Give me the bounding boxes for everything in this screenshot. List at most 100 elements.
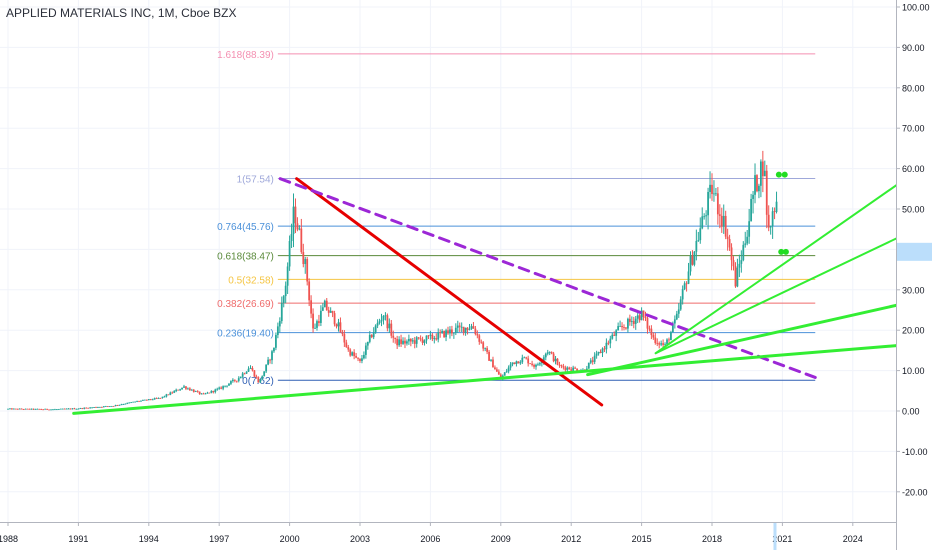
candle-body bbox=[443, 330, 445, 338]
candle-body bbox=[482, 342, 485, 349]
candle-body bbox=[104, 406, 107, 407]
candle-body bbox=[226, 385, 228, 387]
candle-body bbox=[480, 341, 483, 343]
candle-body bbox=[666, 339, 668, 345]
candle-body bbox=[546, 352, 549, 354]
candle-body bbox=[147, 399, 150, 401]
candle-body bbox=[765, 170, 768, 215]
candle-body bbox=[478, 335, 481, 342]
candle-body bbox=[417, 337, 420, 339]
candle-body bbox=[754, 175, 756, 195]
candle-body bbox=[736, 267, 739, 287]
candle-body bbox=[245, 371, 248, 374]
candle-body bbox=[251, 367, 254, 371]
candle-body bbox=[310, 300, 313, 314]
candle-body bbox=[329, 310, 332, 313]
candle-body bbox=[464, 327, 467, 333]
candle-body bbox=[212, 390, 215, 393]
candle-body bbox=[331, 310, 334, 314]
candle-body bbox=[474, 328, 477, 335]
candle-body bbox=[87, 407, 90, 409]
candle-body bbox=[231, 379, 234, 382]
candle-body bbox=[494, 367, 496, 370]
candle-body bbox=[52, 409, 54, 411]
candle-body bbox=[16, 408, 19, 410]
candle-body bbox=[409, 338, 412, 342]
candle-body bbox=[675, 313, 678, 320]
candle-body bbox=[222, 386, 225, 389]
candle-body bbox=[239, 376, 242, 379]
candle-body bbox=[605, 342, 608, 350]
candle-body bbox=[187, 388, 189, 390]
candle-body bbox=[323, 300, 326, 308]
candle-body bbox=[118, 404, 121, 406]
candle-body bbox=[599, 351, 602, 353]
candle-body bbox=[140, 400, 142, 402]
price-badge bbox=[897, 242, 932, 261]
candle-body bbox=[548, 352, 551, 353]
candle-body bbox=[756, 175, 758, 192]
candle-body bbox=[449, 329, 451, 334]
candle-body bbox=[273, 347, 275, 352]
candle-body bbox=[574, 367, 577, 369]
candle-body bbox=[648, 328, 651, 330]
candle-body bbox=[454, 327, 457, 333]
x-tick-label: 2000 bbox=[280, 534, 300, 544]
candle-body bbox=[380, 319, 383, 322]
candle-body bbox=[398, 339, 401, 346]
candle-body bbox=[636, 315, 639, 319]
candle-body bbox=[91, 407, 93, 409]
candle-body bbox=[611, 334, 614, 339]
candle-body bbox=[7, 408, 9, 410]
candle-body bbox=[318, 321, 320, 323]
candle-body bbox=[601, 348, 604, 353]
candle-body bbox=[552, 353, 555, 362]
trendline-red-downtrend bbox=[295, 177, 604, 407]
candle-body bbox=[151, 399, 154, 401]
candle-body bbox=[699, 228, 702, 241]
candle-body bbox=[693, 251, 696, 265]
x-tick-label: 2021 bbox=[772, 534, 792, 544]
candle-body bbox=[589, 360, 592, 363]
candle-body bbox=[466, 327, 469, 330]
candle-body bbox=[400, 339, 402, 344]
candle-body bbox=[509, 364, 512, 368]
candle-body bbox=[384, 315, 387, 317]
candle-body bbox=[204, 393, 207, 395]
y-tick-label: 80.00 bbox=[902, 83, 925, 93]
candle-body bbox=[451, 329, 453, 334]
candle-body bbox=[587, 362, 590, 369]
candle-body bbox=[376, 322, 379, 326]
candle-body bbox=[89, 407, 92, 409]
candle-body bbox=[157, 397, 160, 399]
candle-body bbox=[77, 408, 80, 410]
candle-body bbox=[347, 347, 350, 350]
candle-body bbox=[302, 251, 305, 265]
candle-body bbox=[163, 396, 166, 398]
candle-body bbox=[179, 389, 181, 391]
candle-body bbox=[169, 392, 172, 395]
candle-body bbox=[758, 185, 760, 192]
candle-body bbox=[720, 215, 723, 227]
candle-body bbox=[521, 357, 524, 363]
candle-body bbox=[106, 406, 109, 407]
candle-body bbox=[190, 389, 193, 391]
candle-body bbox=[22, 409, 25, 410]
candle-body bbox=[707, 191, 709, 216]
candle-body bbox=[705, 215, 708, 217]
candle-body bbox=[773, 211, 776, 213]
candle-body bbox=[759, 161, 762, 186]
candle-body bbox=[298, 228, 301, 230]
candle-body bbox=[458, 325, 461, 327]
candle-body bbox=[419, 338, 422, 340]
candle-body bbox=[46, 408, 49, 410]
candle-body bbox=[668, 339, 670, 341]
candle-body bbox=[292, 206, 295, 234]
candle-body bbox=[210, 390, 213, 393]
candle-body bbox=[237, 378, 240, 381]
candle-body bbox=[218, 387, 221, 389]
candle-body bbox=[349, 349, 352, 356]
trendline-green-support-1 bbox=[72, 342, 913, 415]
candle-body bbox=[433, 338, 436, 340]
